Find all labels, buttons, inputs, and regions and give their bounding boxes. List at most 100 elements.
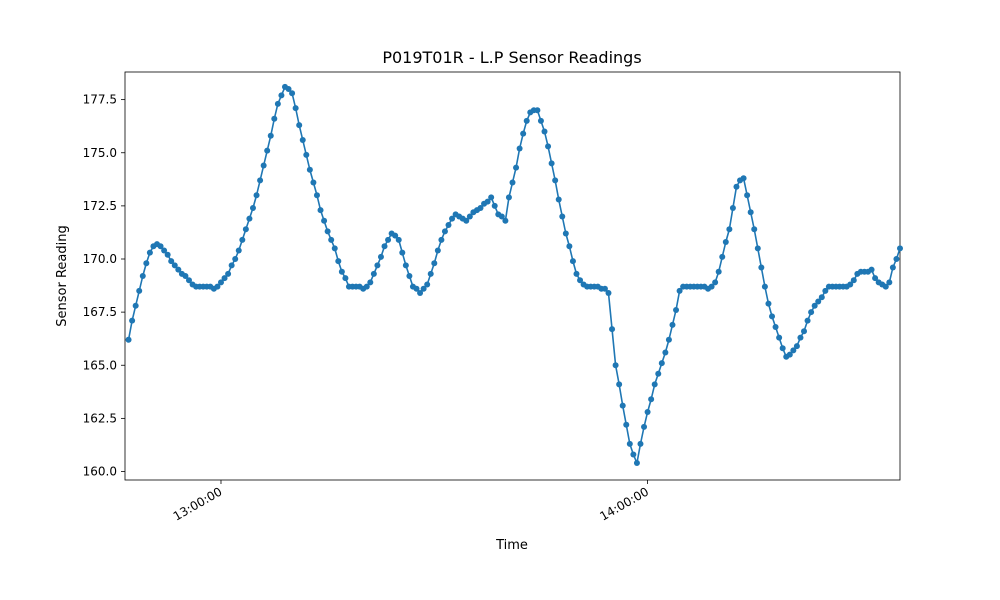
data-point xyxy=(513,164,520,171)
data-point xyxy=(129,317,136,324)
data-point xyxy=(769,313,776,320)
data-point xyxy=(548,160,555,167)
data-point xyxy=(260,162,267,169)
data-point xyxy=(143,260,150,267)
data-point xyxy=(733,183,740,190)
data-point xyxy=(872,275,879,282)
data-point xyxy=(296,122,303,129)
data-point xyxy=(484,198,491,205)
data-point xyxy=(217,279,224,286)
plot-area: 160.0 162.5 165.0 167.5 170.0 172.5 175.0 177.5… xyxy=(83,71,903,524)
chart-title: P019T01R - L.P Sensor Readings xyxy=(382,48,641,67)
data-point xyxy=(758,264,765,271)
data-point xyxy=(328,236,335,243)
data-point xyxy=(321,217,328,224)
data-point xyxy=(790,347,797,354)
data-point xyxy=(740,175,747,182)
data-point xyxy=(267,132,274,139)
data-point xyxy=(715,268,722,275)
data-point xyxy=(537,117,544,124)
data-point xyxy=(534,107,541,114)
data-point xyxy=(338,268,345,275)
data-point xyxy=(168,258,175,265)
data-point xyxy=(552,177,559,184)
data-point xyxy=(655,370,662,377)
data-point xyxy=(729,205,736,211)
data-point xyxy=(164,251,171,258)
data-point xyxy=(445,222,452,228)
data-point xyxy=(673,307,680,313)
data-point xyxy=(420,285,427,292)
y-tick-label: 167.5 xyxy=(83,305,117,319)
data-point xyxy=(616,381,623,388)
data-point xyxy=(882,283,889,290)
data-point xyxy=(562,230,569,237)
data-series xyxy=(125,83,903,466)
data-point xyxy=(466,213,473,220)
data-point xyxy=(676,287,683,294)
data-point xyxy=(185,277,192,284)
data-point xyxy=(310,179,317,186)
data-point xyxy=(214,283,221,290)
data-point xyxy=(633,460,640,466)
data-point xyxy=(157,243,164,250)
data-point xyxy=(505,194,512,201)
data-point xyxy=(406,273,413,279)
data-point xyxy=(342,275,349,282)
data-point xyxy=(573,270,580,277)
data-point xyxy=(559,213,566,220)
data-point xyxy=(257,177,264,184)
data-point xyxy=(225,270,232,277)
data-point xyxy=(669,321,676,328)
data-point xyxy=(146,249,153,256)
data-point xyxy=(438,236,445,243)
data-point xyxy=(786,351,793,358)
data-point xyxy=(235,247,242,254)
data-point xyxy=(708,283,715,290)
data-point xyxy=(623,421,630,428)
data-point xyxy=(719,253,726,260)
data-point xyxy=(744,192,751,199)
data-point xyxy=(651,381,658,388)
data-point xyxy=(648,396,655,403)
data-point xyxy=(370,270,377,277)
data-point xyxy=(175,266,182,273)
data-point xyxy=(801,328,808,335)
data-point xyxy=(520,130,527,137)
data-point xyxy=(545,143,552,150)
data-point xyxy=(488,194,495,201)
data-point xyxy=(641,423,648,430)
data-point xyxy=(847,281,854,288)
y-tick-label: 172.5 xyxy=(83,199,117,213)
data-point xyxy=(804,317,811,324)
data-point xyxy=(793,343,800,350)
data-point xyxy=(402,262,409,269)
data-point xyxy=(331,245,338,252)
data-point xyxy=(324,228,331,235)
data-point xyxy=(303,151,310,158)
data-point xyxy=(886,279,893,286)
data-point xyxy=(477,205,484,211)
data-point xyxy=(424,281,431,288)
data-point xyxy=(463,217,470,224)
data-point xyxy=(555,196,562,203)
data-point xyxy=(712,279,719,286)
data-point xyxy=(299,137,306,143)
data-point xyxy=(722,239,729,245)
y-tick-label: 165.0 xyxy=(83,358,117,372)
data-point xyxy=(374,262,381,269)
data-point xyxy=(161,247,168,254)
axes-frame xyxy=(124,71,901,481)
y-tick-label: 175.0 xyxy=(83,146,117,160)
data-point xyxy=(897,245,903,252)
data-point xyxy=(313,192,320,199)
data-point xyxy=(417,290,424,296)
y-tick-label: 177.5 xyxy=(83,93,117,107)
data-point xyxy=(132,302,139,309)
data-point xyxy=(427,270,434,277)
data-point xyxy=(246,215,253,222)
data-point xyxy=(502,217,509,224)
data-point xyxy=(413,285,420,292)
data-point xyxy=(893,256,900,262)
